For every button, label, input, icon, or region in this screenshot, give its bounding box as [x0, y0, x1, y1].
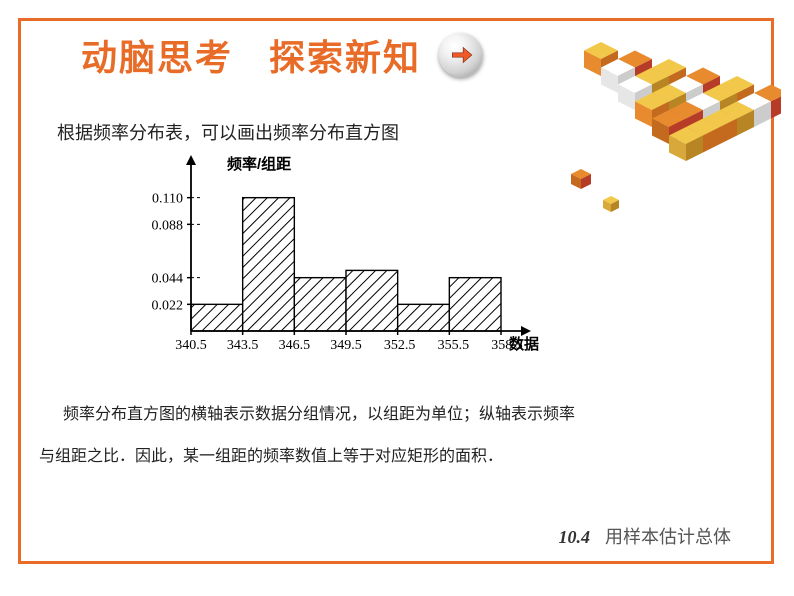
heading-part2: 探索新知 — [269, 38, 421, 78]
histogram-chart: 0.022 0.044 0.088 0.110 340.5 343.5 346.5 349.5… — [121, 151, 541, 371]
svg-text:频率/组距: 频率/组距 — [227, 155, 291, 173]
footer: 10.4 用样本估计总体 — [558, 523, 731, 549]
svg-text:0.088: 0.088 — [152, 218, 184, 233]
cube-decoration: {} — [541, 29, 781, 249]
slide-page: 动脑思考探索新知 {} 根据频率分布表，可以画出频率分布直方图 0.0220.0… — [0, 0, 794, 596]
intro-text: 根据频率分布表，可以画出频率分布直方图 — [57, 119, 399, 145]
next-arrow-button[interactable] — [439, 33, 483, 77]
svg-text:0.044: 0.044 — [152, 272, 184, 287]
slide-heading: 动脑思考探索新知 — [81, 29, 421, 81]
section-title: 用样本估计总体 — [605, 527, 731, 547]
svg-text:355.5: 355.5 — [438, 338, 470, 353]
explain-line-2: 与组距之比．因此，某一组距的频率数值上等于对应矩形的面积． — [39, 443, 503, 472]
svg-text:349.5: 349.5 — [330, 338, 362, 353]
svg-text:343.5: 343.5 — [227, 338, 259, 353]
frame-border: 动脑思考探索新知 {} 根据频率分布表，可以画出频率分布直方图 0.0220.0… — [18, 18, 774, 564]
heading-part1: 动脑思考 — [81, 38, 233, 78]
arrow-right-icon — [448, 42, 474, 68]
svg-text:数据: 数据 — [509, 335, 539, 353]
svg-text:346.5: 346.5 — [279, 338, 311, 353]
svg-text:0.110: 0.110 — [152, 192, 183, 207]
svg-text:0.022: 0.022 — [152, 298, 184, 313]
svg-text:352.5: 352.5 — [384, 338, 416, 353]
section-number: 10.4 — [558, 527, 590, 547]
svg-text:340.5: 340.5 — [175, 338, 207, 353]
explain-line-1: 频率分布直方图的横轴表示数据分组情况，以组距为单位；纵轴表示频率 — [63, 401, 575, 430]
